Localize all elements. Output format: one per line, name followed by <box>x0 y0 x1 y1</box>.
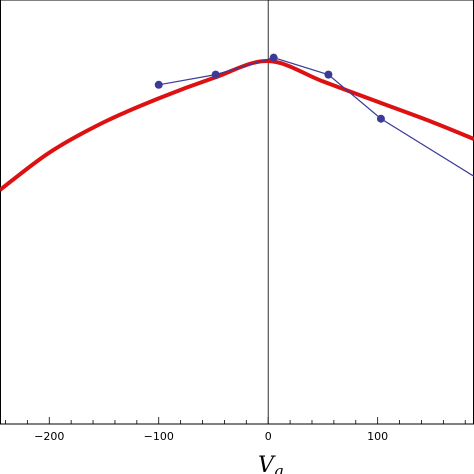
x-axis-label: Vg <box>258 453 284 474</box>
plot-frame <box>0 0 474 425</box>
x-tick-label: −100 <box>144 430 174 443</box>
x-tick-label: 100 <box>367 430 388 443</box>
x-ticks: −200 −100 0 100 <box>5 417 466 443</box>
data-point <box>211 70 220 79</box>
x-tick-label: −200 <box>34 430 64 443</box>
x-tick-label: 0 <box>265 430 272 443</box>
data-point <box>324 70 333 79</box>
data-point <box>154 80 163 89</box>
data-point <box>269 53 278 62</box>
fit-curve <box>0 59 474 192</box>
series-layer <box>0 53 474 192</box>
data-line <box>158 57 474 177</box>
data-point <box>376 114 385 123</box>
